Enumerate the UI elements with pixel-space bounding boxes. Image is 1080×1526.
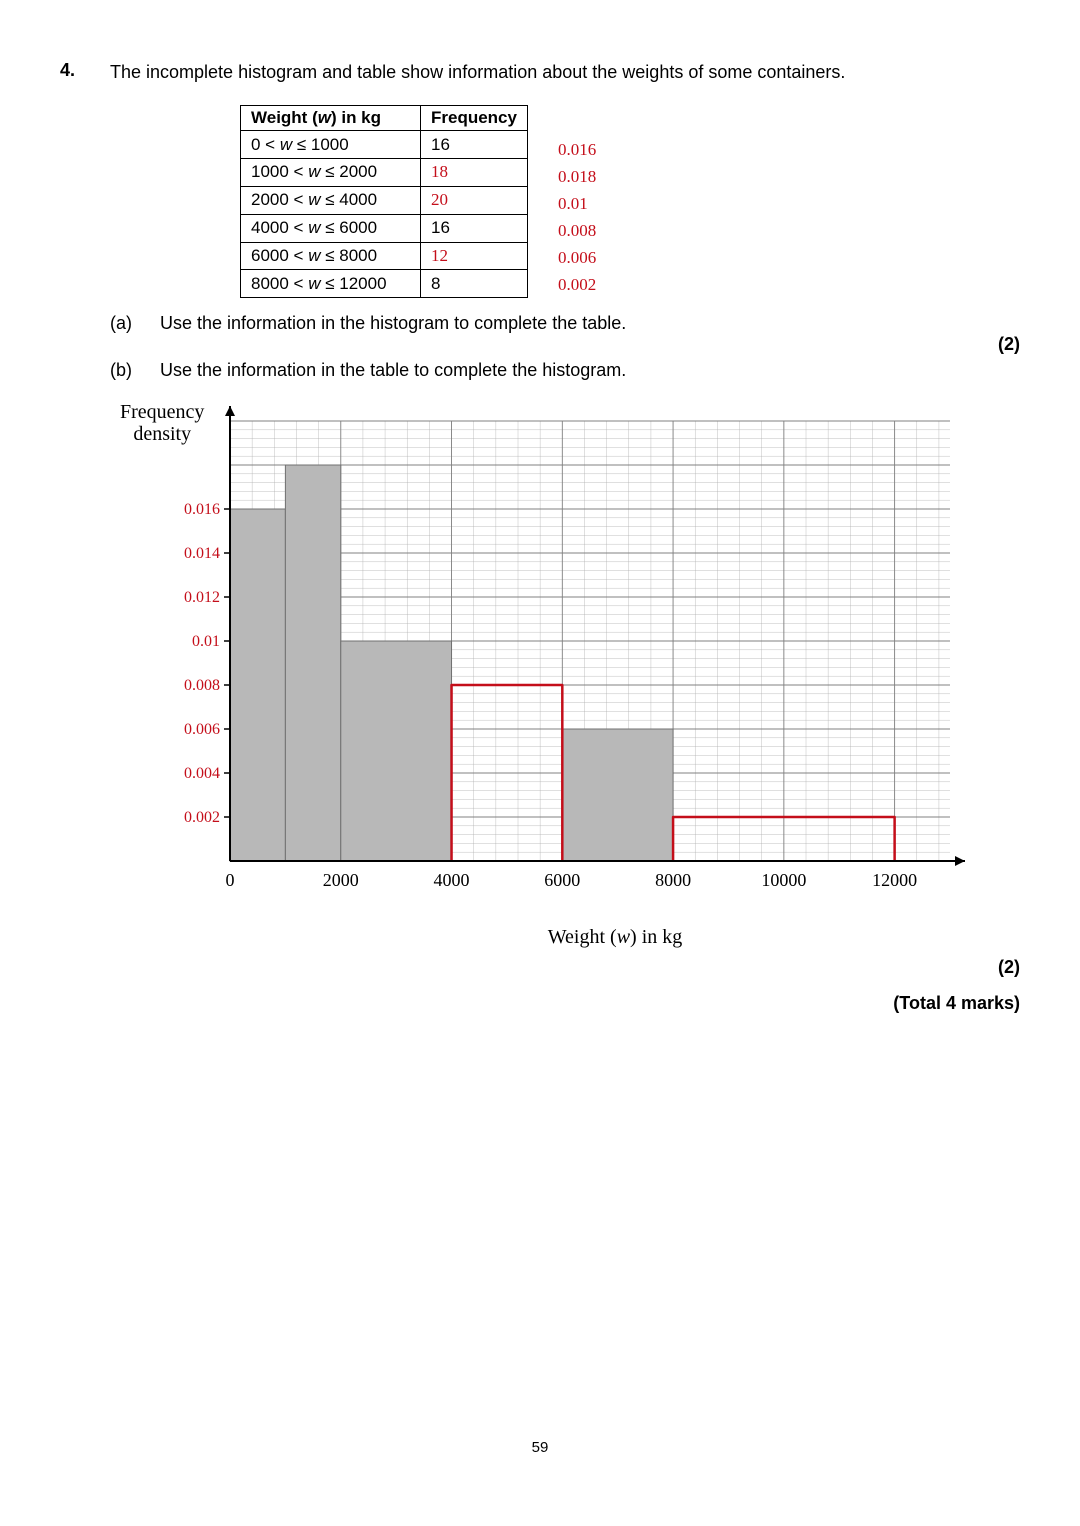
svg-text:0: 0 — [226, 870, 235, 890]
svg-text:0.01: 0.01 — [192, 633, 220, 650]
table-cell-frequency: 12 — [421, 242, 528, 270]
table-cell-weight: 4000 < w ≤ 6000 — [241, 214, 421, 242]
part-a-marks: (2) — [60, 334, 1020, 355]
table-cell-frequency: 20 — [421, 186, 528, 214]
part-b-marks: (2) — [60, 957, 1020, 978]
part-a-text: Use the information in the histogram to … — [160, 313, 1020, 334]
part-b-label: (b) — [110, 360, 160, 381]
table-cell-frequency: 18 — [421, 159, 528, 187]
svg-text:10000: 10000 — [761, 870, 806, 890]
table-row: 0 < w ≤ 100016 — [241, 131, 528, 159]
frequency-table: Weight (w) in kg Frequency 0 < w ≤ 10001… — [240, 105, 528, 298]
total-marks: (Total 4 marks) — [60, 993, 1020, 1014]
svg-text:0.012: 0.012 — [184, 589, 220, 606]
table-row: 4000 < w ≤ 600016 — [241, 214, 528, 242]
table-cell-weight: 8000 < w ≤ 12000 — [241, 270, 421, 298]
density-annotations: 0.0160.0180.010.0080.0060.002 — [558, 105, 596, 298]
part-a-label: (a) — [110, 313, 160, 334]
table-row: 6000 < w ≤ 800012 — [241, 242, 528, 270]
frequency-table-wrap: Weight (w) in kg Frequency 0 < w ≤ 10001… — [240, 105, 1020, 298]
table-row: 1000 < w ≤ 200018 — [241, 159, 528, 187]
svg-text:8000: 8000 — [655, 870, 691, 890]
table-cell-frequency: 8 — [421, 270, 528, 298]
table-cell-frequency: 16 — [421, 214, 528, 242]
density-annotation: 0.008 — [558, 217, 596, 244]
svg-text:0.004: 0.004 — [184, 765, 220, 782]
table-cell-frequency: 16 — [421, 131, 528, 159]
svg-text:4000: 4000 — [434, 870, 470, 890]
density-annotation: 0.006 — [558, 244, 596, 271]
page-number: 59 — [0, 1439, 1080, 1456]
density-annotation: 0.002 — [558, 271, 596, 298]
histogram-container: Frequencydensity 02000400060008000100001… — [130, 391, 1020, 949]
table-header-frequency: Frequency — [421, 106, 528, 131]
svg-text:12000: 12000 — [872, 870, 917, 890]
svg-text:0.014: 0.014 — [184, 545, 220, 562]
table-header-weight: Weight (w) in kg — [241, 106, 421, 131]
y-axis-label: Frequencydensity — [120, 401, 204, 445]
svg-text:0.016: 0.016 — [184, 501, 220, 518]
density-annotation: 0.016 — [558, 136, 596, 163]
svg-text:0.008: 0.008 — [184, 677, 220, 694]
question-text: The incomplete histogram and table show … — [110, 60, 1020, 85]
x-axis-label: Weight (w) in kg — [210, 926, 1020, 949]
svg-text:6000: 6000 — [544, 870, 580, 890]
histogram-chart: 0 2000 4000 6000 8000 10000 12000 0.002 0.004 0.0… — [130, 391, 990, 911]
svg-text:0.002: 0.002 — [184, 809, 220, 826]
density-annotation: 0.018 — [558, 163, 596, 190]
table-cell-weight: 0 < w ≤ 1000 — [241, 131, 421, 159]
table-cell-weight: 1000 < w ≤ 2000 — [241, 159, 421, 187]
table-row: 2000 < w ≤ 400020 — [241, 186, 528, 214]
svg-text:2000: 2000 — [323, 870, 359, 890]
table-row: 8000 < w ≤ 120008 — [241, 270, 528, 298]
svg-text:0.006: 0.006 — [184, 721, 220, 738]
table-cell-weight: 6000 < w ≤ 8000 — [241, 242, 421, 270]
density-annotation: 0.01 — [558, 190, 596, 217]
part-b-text: Use the information in the table to comp… — [160, 360, 1020, 381]
table-cell-weight: 2000 < w ≤ 4000 — [241, 186, 421, 214]
question-number: 4. — [60, 60, 110, 85]
